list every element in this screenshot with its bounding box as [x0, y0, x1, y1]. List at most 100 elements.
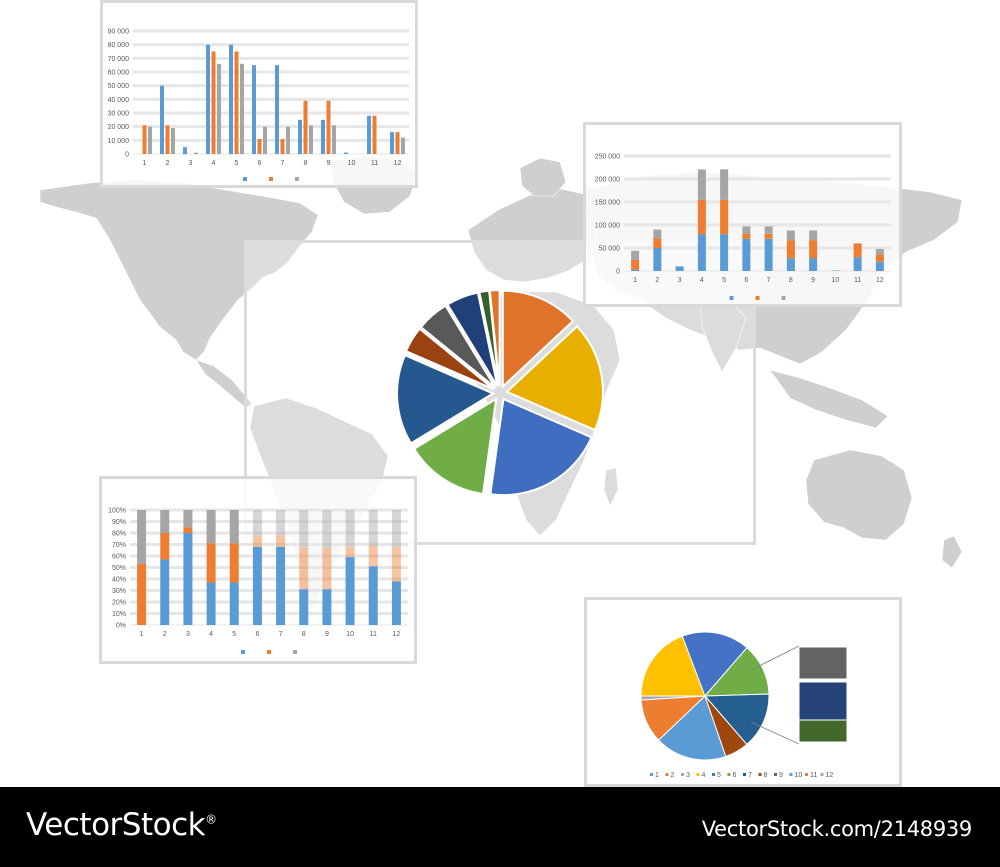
- pie-connector-line: [750, 645, 800, 671]
- bar-2-cat-8: [299, 547, 309, 590]
- y-tick-label: 80%: [112, 531, 126, 538]
- x-tick-label: 9: [811, 277, 815, 284]
- x-tick-label: 5: [722, 277, 726, 284]
- x-tick-label: 12: [876, 277, 884, 284]
- y-tick-label: 200 000: [595, 177, 620, 184]
- bar-1-cat-2: [160, 559, 170, 625]
- bar-2-cat-3: [183, 527, 193, 533]
- x-tick-label: 3: [678, 277, 682, 284]
- x-tick-label: 10: [346, 631, 354, 638]
- y-tick-label: 60%: [112, 554, 126, 561]
- x-tick-label: 1: [633, 277, 637, 284]
- bar-2-cat-9: [322, 547, 332, 590]
- bar-3-cat-8: [309, 125, 313, 154]
- clustered-bar-chart: 0 10 000 20 000 30 000 40 000 50 000 60 000 70 …: [108, 29, 409, 181]
- big-pie-slice-1: [501, 289, 575, 389]
- bar-1-cat-3: [183, 147, 187, 154]
- bar-3-cat-6: [742, 226, 751, 234]
- bar-3-cat-1: [148, 126, 152, 154]
- legend-swatch-9: [774, 773, 777, 776]
- x-tick-label: 6: [255, 631, 259, 638]
- bar-1-cat-12: [391, 581, 401, 625]
- y-tick-label: 90%: [112, 519, 126, 526]
- brand-registered-mark: ®: [205, 812, 217, 827]
- bar-2-cat-9: [326, 100, 331, 154]
- bar-2-cat-5: [720, 199, 729, 235]
- bar-1-cat-10: [344, 152, 348, 154]
- y-tick-label: 70 000: [108, 56, 130, 63]
- bar-1-cat-8: [298, 119, 302, 154]
- percent-stacked-bar-chart: 0%10%20%30%40%50%60%70%80%90%100%1 2 3 4 5 6 7…: [108, 508, 408, 654]
- bar-2-cat-5: [234, 51, 239, 154]
- small-pie-slice-1: [657, 695, 727, 761]
- bar-2-cat-4: [697, 199, 706, 235]
- x-tick-label: 10: [831, 277, 839, 284]
- bar-1-cat-6: [742, 238, 751, 271]
- bar-1-cat-4: [206, 44, 210, 154]
- bar-3-cat-3: [183, 510, 193, 528]
- legend-swatch-10: [789, 773, 793, 776]
- bar-1-cat-9: [322, 589, 332, 625]
- bar-1-cat-9: [321, 119, 325, 154]
- y-tick-label: 80 000: [108, 42, 130, 49]
- bar-2-cat-1: [137, 564, 147, 625]
- bar-2-cat-2: [653, 238, 662, 248]
- y-tick-label: 90 000: [108, 29, 130, 36]
- legend-swatch-8: [758, 773, 762, 776]
- y-tick-label: 250 000: [595, 154, 620, 161]
- bar-3-cat-8: [299, 510, 309, 548]
- bar-2-cat-12: [395, 132, 400, 154]
- bar-3-cat-3: [194, 152, 198, 154]
- x-tick-label: 10: [348, 160, 356, 167]
- x-tick-label: 5: [235, 160, 239, 167]
- y-tick-label: 50%: [112, 565, 126, 572]
- legend-swatch-3: [295, 177, 299, 181]
- legend-label: 10: [795, 772, 803, 779]
- y-tick-label: 40%: [112, 577, 126, 584]
- bar-3-cat-6: [263, 126, 267, 154]
- bar-2-cat-9: [809, 240, 818, 259]
- x-tick-label: 1: [140, 631, 144, 638]
- x-tick-label: 4: [209, 631, 213, 638]
- x-tick-label: 6: [258, 160, 262, 167]
- legend-swatch-6: [727, 773, 731, 776]
- x-tick-label: 6: [744, 277, 748, 284]
- bar-1-cat-6: [252, 546, 262, 625]
- bar-3-cat-7: [276, 510, 286, 536]
- bar-2-cat-12: [391, 546, 401, 582]
- bar-1-cat-2: [653, 248, 662, 271]
- bar-2-cat-4: [206, 543, 216, 583]
- big-pie-slice-6: [404, 327, 495, 391]
- bar-1-cat-7: [275, 65, 279, 154]
- legend-label: 3: [686, 772, 690, 779]
- bar-1-cat-11: [368, 566, 378, 625]
- bar-2-cat-6: [252, 535, 262, 547]
- bar-1-cat-10: [345, 557, 355, 625]
- bar-2-cat-11: [853, 243, 862, 258]
- bar-2-cat-8: [303, 100, 308, 154]
- bar-3-cat-4: [206, 510, 216, 544]
- big-pie-slice-4: [412, 396, 498, 496]
- y-tick-label: 70%: [112, 542, 126, 549]
- legend-swatch-2: [755, 296, 760, 300]
- x-tick-label: 12: [393, 631, 401, 638]
- bar-2-cat-4: [211, 51, 216, 154]
- bar-1-cat-4: [697, 234, 706, 271]
- x-tick-label: 3: [189, 160, 193, 167]
- map-madagascar: [603, 467, 619, 507]
- legend-swatch-7: [743, 773, 746, 776]
- bar-3-cat-12: [391, 510, 401, 547]
- bar-3-cat-1: [137, 510, 147, 565]
- bar-of-pie-block-3: [798, 719, 848, 743]
- bar-2-cat-2: [160, 533, 170, 560]
- legend-label: 9: [779, 772, 783, 779]
- bar-3-cat-5: [720, 169, 729, 200]
- legend-label: 6: [733, 772, 737, 779]
- bar-3-cat-9: [322, 510, 332, 548]
- panel-clustered-bar: 0 10 000 20 000 30 000 40 000 50 000 60 000 70 …: [100, 0, 418, 188]
- x-tick-label: 7: [279, 631, 283, 638]
- big-pie-slice-10: [488, 289, 501, 387]
- y-tick-label: 20 000: [108, 124, 130, 131]
